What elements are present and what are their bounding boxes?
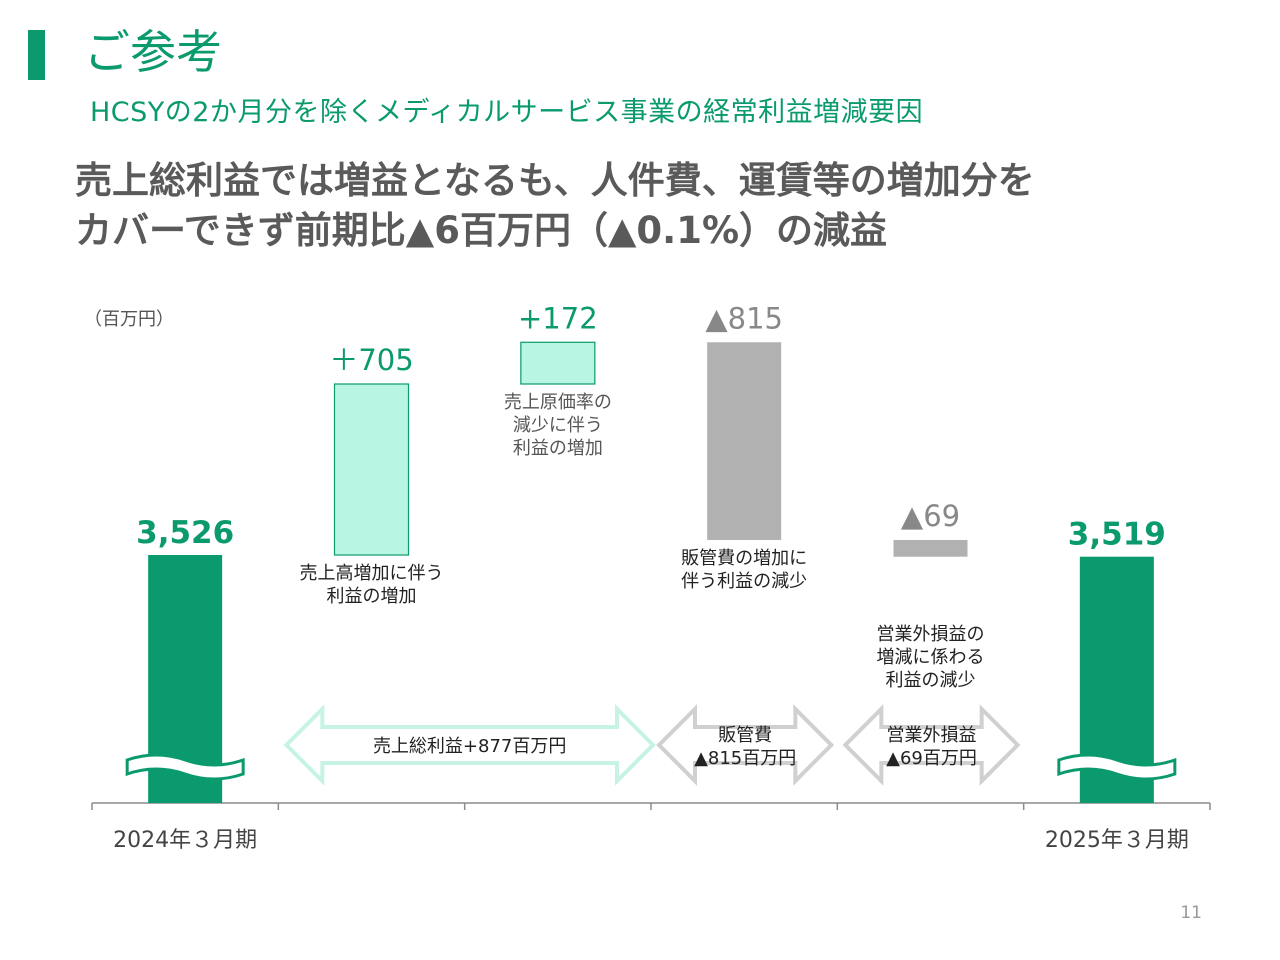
bar-description: 販管費の増加に <box>681 548 807 569</box>
axis-break-symbol <box>125 753 245 781</box>
bar-description: 利益の増加 <box>327 586 417 607</box>
group-label: ▲69百万円 <box>886 748 977 769</box>
group-arrow <box>283 704 656 786</box>
x-tick-label: 2024年３月期 <box>113 828 257 853</box>
total-value-label: 3,526 <box>136 515 234 551</box>
x-tick-label: 2025年３月期 <box>1045 828 1189 853</box>
group-label: ▲815百万円 <box>694 748 796 769</box>
bar-description: 利益の増加 <box>513 438 603 459</box>
delta-value-label: +172 <box>518 301 598 335</box>
headline-line-1: 売上総利益では増益となるも、人件費、運賃等の増加分を <box>75 159 1035 202</box>
page-title: ご参考 <box>84 25 222 79</box>
bar-description: 伴う利益の減少 <box>681 571 807 592</box>
bar-description: 利益の減少 <box>886 670 976 691</box>
group-label: 売上総利益+877百万円 <box>373 736 566 757</box>
bar-description: 増減に係わる <box>877 647 985 668</box>
headline: 売上総利益では増益となるも、人件費、運賃等の増加分を カバーできず前期比▲6百万… <box>75 156 1035 256</box>
decrease-bar <box>707 342 782 540</box>
increase-bar <box>333 383 410 556</box>
bar-description: 売上原価率の <box>504 392 612 413</box>
delta-value-label: ＋705 <box>329 343 413 377</box>
bar-description: 売上高増加に伴う <box>300 563 444 584</box>
decrease-bar <box>893 539 968 557</box>
delta-value-label: ▲69 <box>901 499 960 533</box>
bar-description: 営業外損益の <box>877 624 985 645</box>
bar-description: 減少に伴う <box>513 415 603 436</box>
delta-value-label: ▲815 <box>705 301 783 335</box>
axis-break-symbol <box>1057 753 1177 781</box>
title-accent-bar <box>28 30 45 80</box>
total-value-label: 3,519 <box>1068 517 1166 553</box>
group-label: 営業外損益 <box>887 725 977 746</box>
group-arrow <box>656 704 835 786</box>
group-label: 販管費 <box>718 725 772 746</box>
group-arrow <box>842 704 1021 786</box>
headline-line-2: カバーできず前期比▲6百万円（▲0.1%）の減益 <box>75 209 888 252</box>
increase-bar <box>520 341 596 385</box>
unit-label: （百万円） <box>84 309 174 330</box>
page-subtitle: HCSYの2か月分を除くメディカルサービス事業の経常利益増減要因 <box>90 97 924 128</box>
page-number: 11 <box>1180 903 1202 923</box>
